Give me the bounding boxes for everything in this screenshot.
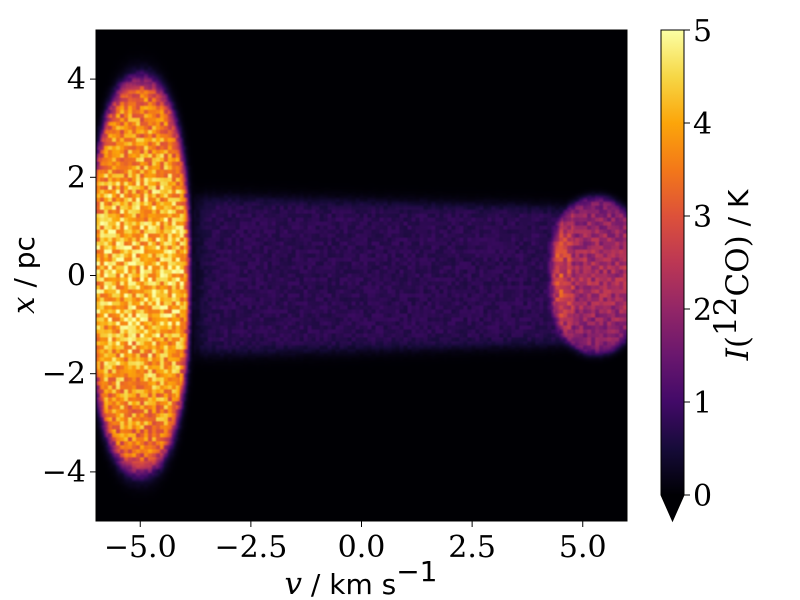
colorbar-tick-label: 3 xyxy=(693,200,712,235)
colorbar-tick-label: 5 xyxy=(693,14,712,49)
colorbar-label: I(12CO) / K xyxy=(708,189,756,361)
y-tick-label: −2 xyxy=(42,357,86,392)
colorbar-tick-label: 0 xyxy=(693,479,712,514)
heatmap-image xyxy=(96,30,627,521)
y-tick-label: −4 xyxy=(42,455,86,490)
y-axis-label: x / pc xyxy=(6,236,42,314)
colorbar-gradient xyxy=(661,30,684,495)
plot-area xyxy=(95,29,628,522)
y-tick-label: 2 xyxy=(67,160,86,195)
colorbar-tick-label: 2 xyxy=(693,293,712,328)
y-tick-label: 0 xyxy=(67,259,86,294)
x-axis-ticks: −5.0 −2.5 0.0 2.5 5.0 xyxy=(104,521,607,565)
x-tick-label: 5.0 xyxy=(559,530,607,565)
y-axis-ticks: −4 −2 0 2 4 xyxy=(42,62,96,490)
colorbar-frame xyxy=(660,29,685,523)
x-tick-label: 0.0 xyxy=(338,530,386,565)
y-tick-label: 4 xyxy=(67,62,86,97)
colorbar-ticks: 0 1 2 3 4 5 xyxy=(684,14,712,514)
colorbar-extend-min-triangle xyxy=(661,495,684,521)
colorbar: 0 1 2 3 4 5 xyxy=(660,14,712,523)
x-tick-label: 2.5 xyxy=(448,530,496,565)
x-axis-label: v / km s−1 xyxy=(284,555,437,600)
colorbar-tick-label: 1 xyxy=(693,386,712,421)
x-tick-label: −5.0 xyxy=(104,530,177,565)
x-tick-label: −2.5 xyxy=(214,530,287,565)
colorbar-tick-label: 4 xyxy=(693,107,712,142)
